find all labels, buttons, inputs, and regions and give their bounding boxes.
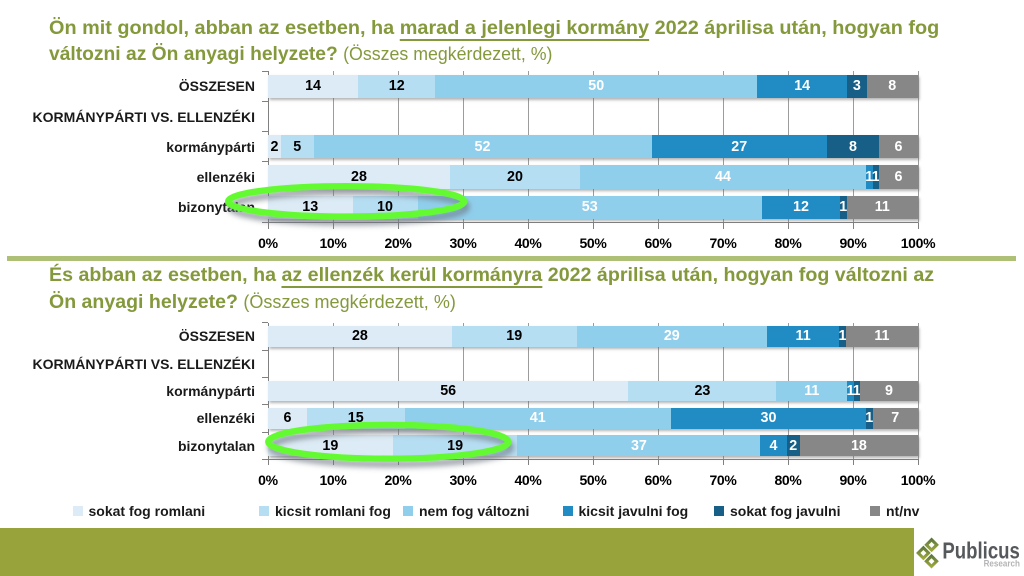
svg-text:Research: Research — [984, 559, 1021, 569]
svg-text:Publicus: Publicus — [942, 538, 1020, 564]
